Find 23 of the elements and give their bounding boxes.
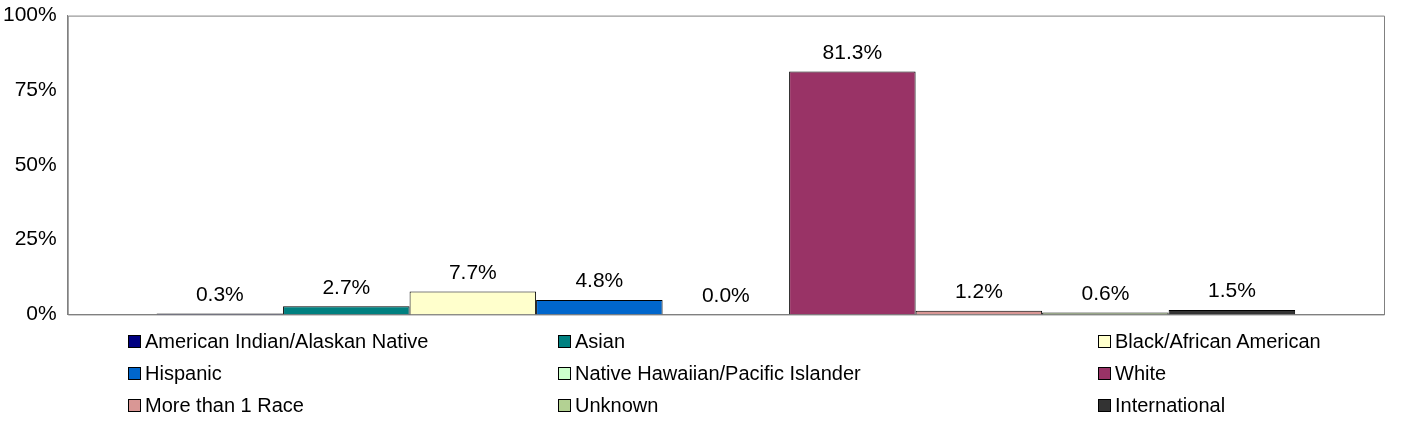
data-label: 0.0% — [701, 282, 750, 306]
y-tick-label: 25% — [14, 226, 57, 250]
legend-label: Native Hawaiian/Pacific Islander — [575, 362, 861, 385]
data-label: 0.3% — [195, 281, 244, 305]
data-label: 7.7% — [448, 259, 497, 283]
data-label: 1.5% — [1207, 278, 1256, 302]
data-label: 81.3% — [822, 39, 883, 63]
y-tick-label: 100% — [2, 2, 57, 26]
data-label: 0.6% — [1081, 280, 1130, 304]
legend-label: Asian — [575, 330, 626, 353]
legend-label: Hispanic — [145, 362, 222, 385]
y-tick-label: 0% — [26, 301, 57, 325]
data-label: 1.2% — [954, 279, 1003, 303]
y-tick-label: 50% — [14, 151, 57, 175]
data-label: 2.7% — [322, 274, 371, 298]
legend-label: Unknown — [575, 394, 659, 417]
legend-label: Black/African American — [1115, 330, 1321, 353]
data-label: 4.8% — [575, 268, 624, 292]
legend-label: More than 1 Race — [145, 394, 304, 417]
legend-label: International — [1115, 394, 1226, 417]
y-tick-label: 75% — [14, 77, 57, 101]
legend-label: White — [1115, 362, 1167, 385]
legend-label: American Indian/Alaskan Native — [145, 330, 429, 353]
